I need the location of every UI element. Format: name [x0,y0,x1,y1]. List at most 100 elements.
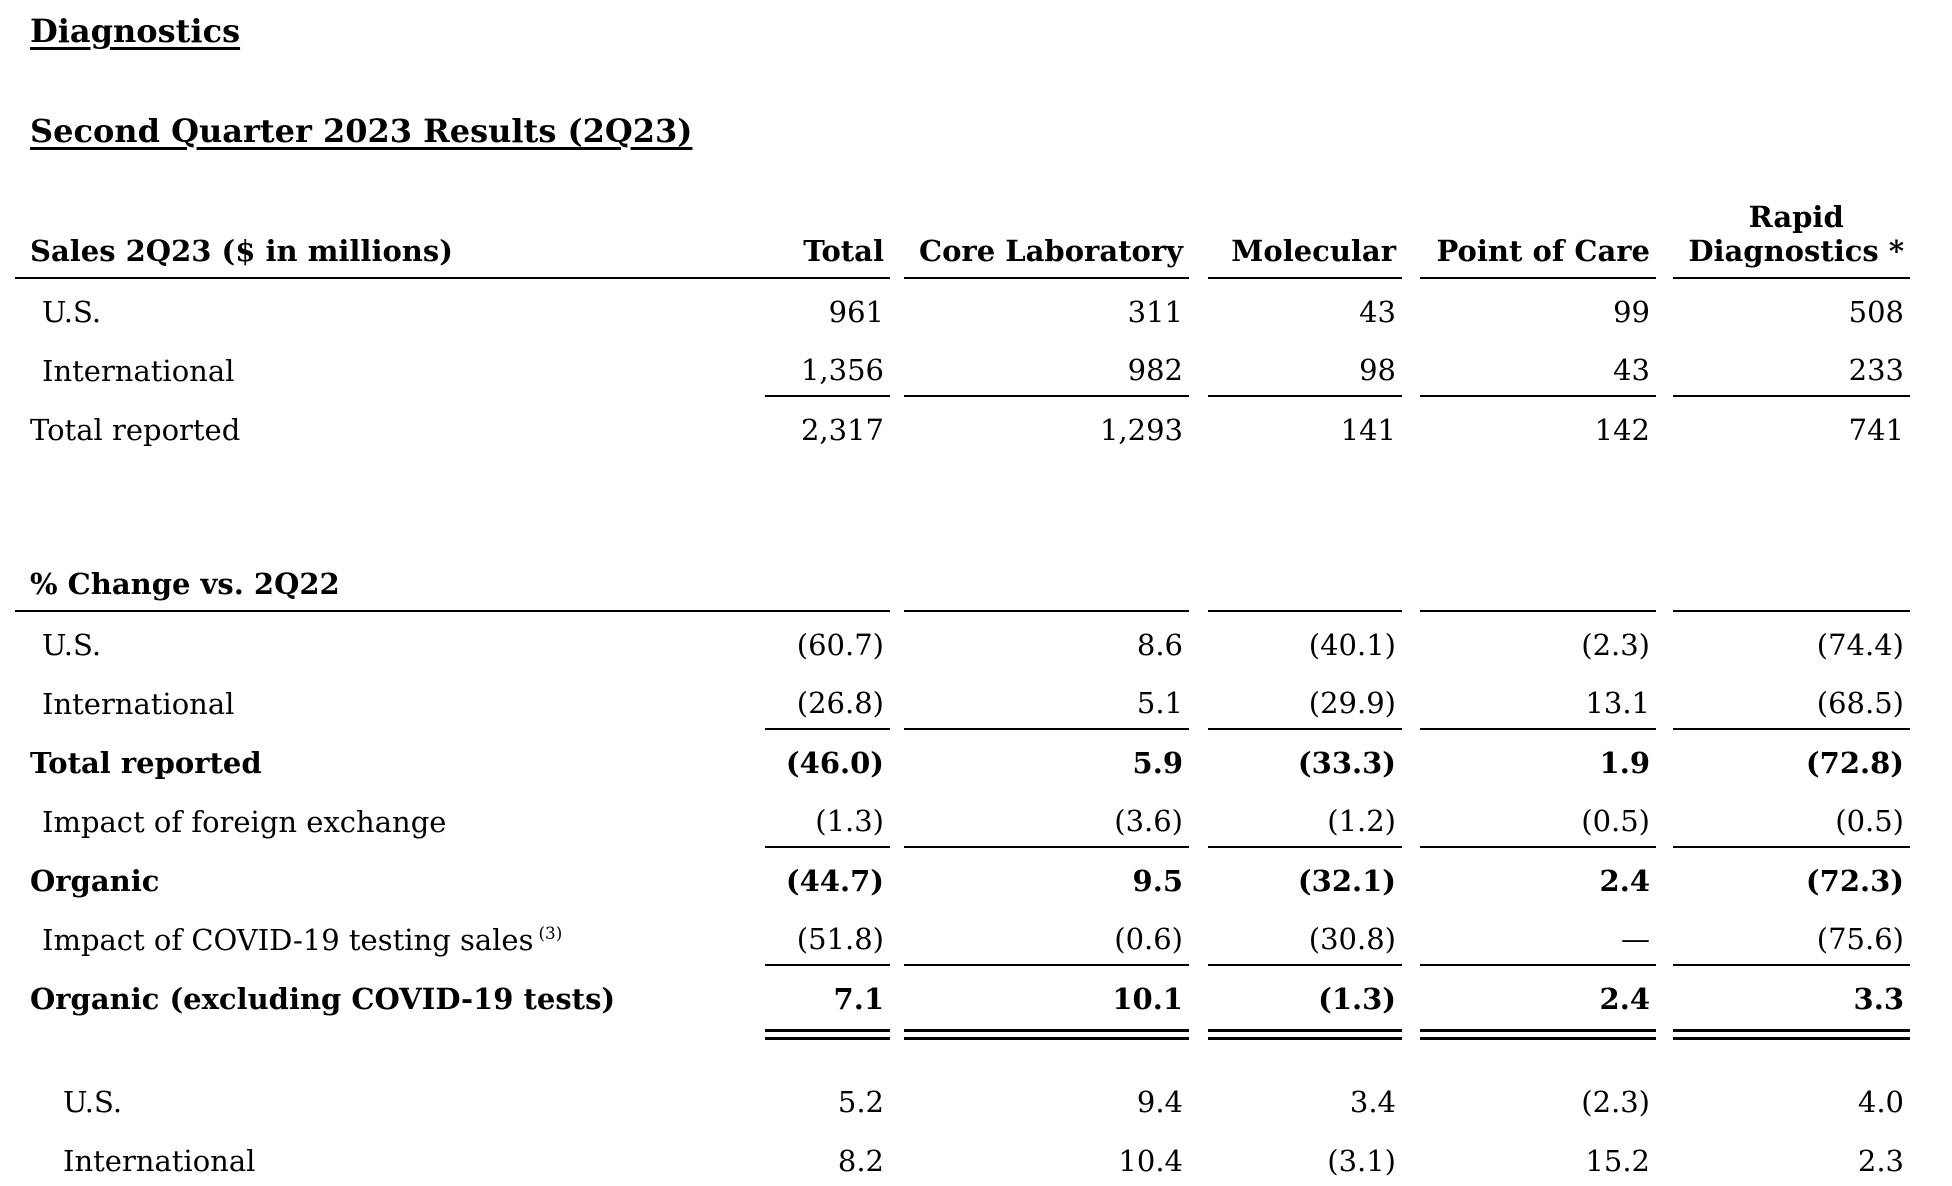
column-header-rapid-diagnostics: Rapid Diagnostics * [1673,176,1910,279]
cell-value: (1.3) [815,803,884,838]
cell-value: 43 [1613,352,1650,387]
row-label: Impact of foreign exchange [42,804,447,839]
row-label: Impact of COVID-19 testing sales (3) [15,906,765,965]
cell-value: 1,293 [904,395,1189,455]
table-row: Total reported (46.0) 5.9 (33.3) 1.9 (72… [15,728,1910,788]
cell-value: 13.1 [1585,685,1650,720]
document-title: Diagnostics [30,12,241,50]
cell-value: 3.3 [1673,964,1910,1024]
rapid-header-line1: Rapid [1748,200,1844,235]
cell-value: 43 [1359,294,1396,329]
row-label: Organic (excluding COVID-19 tests) [30,981,616,1016]
cell-value: 10.4 [1118,1143,1183,1178]
double-rule [1673,1029,1910,1040]
cell-value: (26.8) [796,685,884,720]
cell-value: (40.1) [1308,627,1396,662]
row-label: U.S. [63,1084,123,1119]
column-rule [904,547,1189,612]
cell-value: 99 [1613,294,1650,329]
cell-value: 15.2 [1585,1143,1650,1178]
change-header-row: % Change vs. 2Q22 [15,547,1910,612]
table-row: Impact of COVID-19 testing sales (3) (51.… [15,906,1910,965]
column-header-total: Total [765,176,890,279]
row-label: International [63,1143,256,1178]
sales-table-title: Sales 2Q23 ($ in millions) [15,176,765,279]
cell-value: (2.3) [1581,1084,1650,1119]
cell-value: 741 [1673,395,1910,455]
cell-value: 2.4 [1420,846,1656,906]
cell-value: (75.6) [1816,921,1904,956]
cell-value: (51.8) [796,921,884,956]
table-row: Organic (excluding COVID-19 tests) 7.1 1… [15,964,1910,1024]
double-rule [765,1029,890,1040]
cell-value: 961 [828,294,884,329]
row-label: Organic [30,863,160,898]
cell-value: 5.9 [904,728,1189,788]
cell-value: (29.9) [1308,685,1396,720]
cell-value: (68.5) [1816,685,1904,720]
table-row: U.S. 5.2 9.4 3.4 (2.3) 4.0 [15,1068,1910,1127]
cell-value: — [1621,921,1650,956]
cell-value: 2.3 [1857,1143,1904,1178]
cell-value: 8.6 [1136,627,1183,662]
cell-value: 3.4 [1349,1084,1396,1119]
table-row: Impact of foreign exchange (1.3) (3.6) (… [15,788,1910,847]
column-rule [1420,547,1656,612]
cell-value: 1,356 [800,352,884,387]
column-rule [1673,547,1910,612]
table-row: U.S. (60.7) 8.6 (40.1) (2.3) (74.4) [15,611,1910,670]
row-label: Total reported [30,745,262,780]
cell-value: 5.2 [837,1084,884,1119]
footnote-marker: (3) [538,923,563,943]
cell-value: 142 [1420,395,1656,455]
column-rule [765,547,890,612]
cell-value: 8.2 [837,1143,884,1178]
row-label: U.S. [42,627,102,662]
cell-value: 7.1 [765,964,890,1024]
table-row: U.S. 961 311 43 99 508 [15,278,1910,337]
cell-value: 1.9 [1420,728,1656,788]
column-rule [1208,547,1402,612]
table-row: International 1,356 982 98 43 233 [15,337,1910,396]
cell-value: (1.2) [1327,803,1396,838]
cell-value: (3.1) [1327,1143,1396,1178]
sales-header-row: Sales 2Q23 ($ in millions) Total Core La… [15,176,1910,279]
table-row: International (26.8) 5.1 (29.9) 13.1 (68… [15,670,1910,729]
rapid-header-line2: Diagnostics * [1688,233,1904,268]
cell-value: 508 [1848,294,1904,329]
cell-value: 311 [1127,294,1183,329]
cell-value: (32.1) [1208,846,1402,906]
spacer-row [15,1042,1910,1068]
percent-change-table: % Change vs. 2Q22 U.S. (60.7) 8.6 (40.1)… [15,547,1910,1186]
sales-table: Sales 2Q23 ($ in millions) Total Core La… [15,176,1910,455]
cell-value: (0.5) [1581,803,1650,838]
cell-value: 4.0 [1857,1084,1904,1119]
cell-value: 98 [1359,352,1396,387]
column-header-core-laboratory: Core Laboratory [904,176,1189,279]
column-header-point-of-care: Point of Care [1420,176,1656,279]
document-subtitle: Second Quarter 2023 Results (2Q23) [30,112,693,150]
cell-value: (46.0) [765,728,890,788]
cell-value: (60.7) [796,627,884,662]
cell-value: 10.1 [904,964,1189,1024]
double-rule [904,1029,1189,1040]
column-header-molecular: Molecular [1208,176,1402,279]
cell-value: 9.5 [904,846,1189,906]
cell-value: 2.4 [1420,964,1656,1024]
row-label-text: Impact of COVID-19 testing sales [42,922,534,957]
row-label: International [42,686,235,721]
cell-value: (0.5) [1835,803,1904,838]
row-label: International [42,353,235,388]
cell-value: (2.3) [1581,627,1650,662]
cell-value: (1.3) [1208,964,1402,1024]
cell-value: (30.8) [1308,921,1396,956]
row-label: U.S. [42,294,102,329]
cell-value: 2,317 [765,395,890,455]
cell-value: (74.4) [1816,627,1904,662]
table-row: International 8.2 10.4 (3.1) 15.2 2.3 [15,1127,1910,1186]
table-row: Organic (44.7) 9.5 (32.1) 2.4 (72.3) [15,846,1910,906]
cell-value: (72.8) [1673,728,1910,788]
double-rule [1420,1029,1656,1040]
change-table-title: % Change vs. 2Q22 [15,547,765,612]
